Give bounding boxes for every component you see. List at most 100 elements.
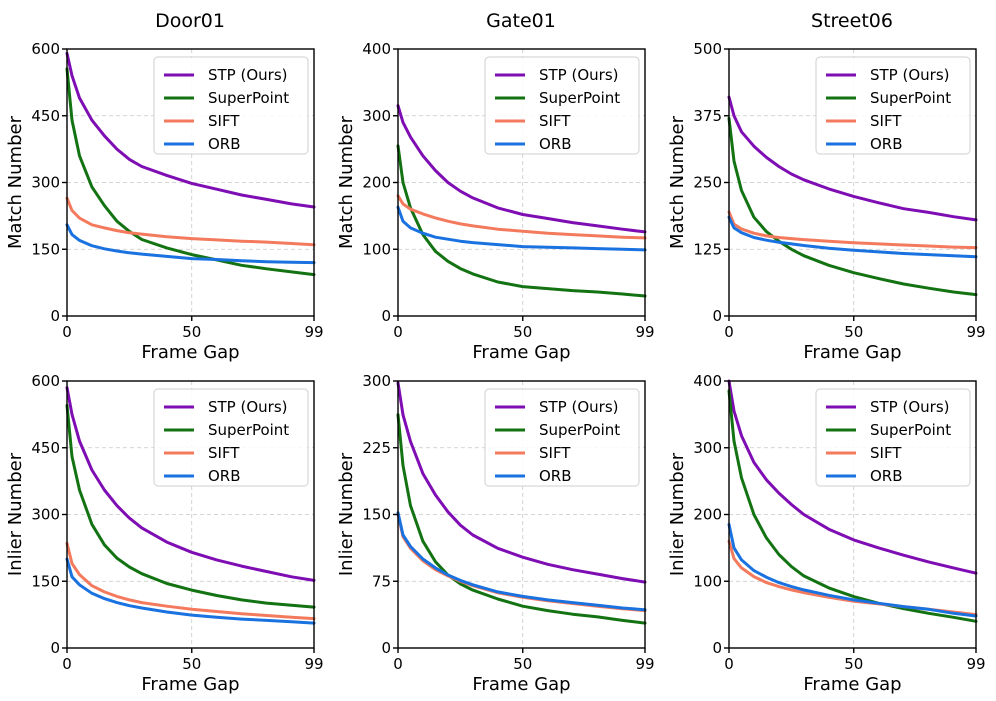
y-tick-label: 150 — [362, 506, 391, 524]
x-axis-label: Frame Gap — [141, 674, 239, 695]
chart-panel-4: 0 150 300 450 600 0 50 99 Frame Gap Inlier Number… — [5, 372, 324, 695]
chart-panel-3: 0 125 250 375 500 0 50 99 Frame Gap Match Number S… — [667, 40, 986, 363]
x-tick-label: 50 — [513, 655, 532, 673]
series-line-stp-ours — [65, 51, 316, 209]
x-tick-label: 99 — [635, 655, 654, 673]
x-tick-label: 0 — [393, 323, 403, 341]
y-tick-label: 100 — [693, 572, 722, 590]
y-axis-label: Match Number — [667, 115, 688, 249]
series-line-sift — [65, 541, 316, 621]
y-tick-label: 400 — [362, 40, 391, 58]
series-line-sift — [396, 194, 647, 240]
y-tick-label: 0 — [381, 307, 391, 325]
x-axis-label: Frame Gap — [472, 342, 570, 363]
series-line-stp-ours — [727, 379, 978, 575]
y-tick-label: 600 — [31, 372, 60, 390]
legend-label-sift: SIFT — [208, 112, 240, 130]
y-tick-label: 300 — [31, 174, 60, 192]
y-tick-label: 150 — [31, 572, 60, 590]
column-title-gate01: Gate01 — [486, 10, 556, 32]
legend-box — [815, 56, 971, 155]
y-tick-label: 500 — [693, 40, 722, 58]
y-tick-label: 225 — [362, 439, 391, 457]
x-tick-label: 99 — [635, 323, 654, 341]
legend-label-orb: ORB — [208, 467, 241, 485]
y-tick-label: 300 — [693, 439, 722, 457]
y-tick-label: 375 — [693, 107, 722, 125]
legend-label-orb: ORB — [870, 467, 903, 485]
y-tick-label: 0 — [50, 307, 60, 325]
y-tick-label: 450 — [31, 107, 60, 125]
y-axis-label: Inlier Number — [667, 452, 688, 576]
series-line-superpoint — [65, 404, 316, 609]
y-tick-label: 125 — [693, 240, 722, 258]
series-line-stp-ours — [396, 381, 647, 584]
y-axis-label: Match Number — [5, 115, 26, 249]
series-line-orb — [396, 511, 647, 612]
series-line-orb — [727, 215, 978, 259]
legend-label-orb: ORB — [539, 135, 572, 153]
series-line-superpoint — [727, 116, 978, 297]
legend: STP (Ours) SuperPoint SIFT ORB — [484, 56, 640, 155]
legend-box — [153, 56, 309, 155]
x-axis-label: Frame Gap — [141, 342, 239, 363]
y-axis-label: Match Number — [336, 115, 357, 249]
y-tick-label: 600 — [31, 40, 60, 58]
y-tick-label: 150 — [31, 240, 60, 258]
x-axis-label: Frame Gap — [472, 674, 570, 695]
series-line-stp-ours — [396, 104, 647, 234]
chart-panel-5: 0 75 150 225 300 0 50 99 Frame Gap Inlier Number S… — [336, 372, 655, 695]
series-line-superpoint — [65, 67, 316, 277]
legend-label-orb: ORB — [870, 135, 903, 153]
y-tick-label: 0 — [712, 307, 722, 325]
y-tick-label: 0 — [712, 639, 722, 657]
legend-label-sift: SIFT — [208, 444, 240, 462]
y-tick-label: 300 — [362, 107, 391, 125]
legend-label-orb: ORB — [208, 135, 241, 153]
y-tick-label: 0 — [50, 639, 60, 657]
legend-label-superpoint: SuperPoint — [539, 421, 620, 439]
legend-label-superpoint: SuperPoint — [208, 89, 289, 107]
legend-label-stp-ours: STP (Ours) — [539, 66, 619, 84]
legend: STP (Ours) SuperPoint SIFT ORB — [153, 388, 309, 487]
y-axis-label: Inlier Number — [5, 452, 26, 576]
legend-label-sift: SIFT — [539, 444, 571, 462]
legend-label-stp-ours: STP (Ours) — [539, 398, 619, 416]
y-tick-label: 200 — [693, 506, 722, 524]
x-tick-label: 0 — [393, 655, 403, 673]
legend: STP (Ours) SuperPoint SIFT ORB — [153, 56, 309, 155]
legend-label-sift: SIFT — [870, 112, 902, 130]
x-axis-label: Frame Gap — [803, 674, 901, 695]
x-tick-label: 99 — [966, 323, 985, 341]
series-line-orb — [65, 223, 316, 265]
legend-label-superpoint: SuperPoint — [870, 89, 951, 107]
legend-label-sift: SIFT — [539, 112, 571, 130]
x-tick-label: 0 — [724, 655, 734, 673]
y-tick-label: 0 — [381, 639, 391, 657]
x-tick-label: 0 — [62, 655, 72, 673]
legend: STP (Ours) SuperPoint SIFT ORB — [815, 388, 971, 487]
legend: STP (Ours) SuperPoint SIFT ORB — [815, 56, 971, 155]
legend-box — [815, 388, 971, 487]
x-tick-label: 50 — [513, 323, 532, 341]
series-line-sift — [65, 196, 316, 247]
chart-panel-6: 0 100 200 300 400 0 50 99 Frame Gap Inlier Number… — [667, 372, 986, 695]
y-tick-label: 300 — [31, 506, 60, 524]
series-line-stp-ours — [65, 386, 316, 582]
legend-label-superpoint: SuperPoint — [870, 421, 951, 439]
series-line-stp-ours — [727, 95, 978, 222]
legend-label-sift: SIFT — [870, 444, 902, 462]
x-tick-label: 50 — [182, 323, 201, 341]
legend-label-superpoint: SuperPoint — [539, 89, 620, 107]
chart-panel-1: 0 150 300 450 600 0 50 99 Frame Gap Match Number S… — [5, 40, 324, 363]
legend-label-superpoint: SuperPoint — [208, 421, 289, 439]
x-tick-label: 0 — [62, 323, 72, 341]
series-line-orb — [396, 205, 647, 252]
x-tick-label: 99 — [304, 323, 323, 341]
x-tick-label: 99 — [304, 655, 323, 673]
y-axis-label: Inlier Number — [336, 452, 357, 576]
legend-label-stp-ours: STP (Ours) — [208, 66, 288, 84]
column-title-street06: Street06 — [811, 10, 893, 32]
series-line-superpoint — [396, 413, 647, 625]
x-tick-label: 50 — [844, 323, 863, 341]
